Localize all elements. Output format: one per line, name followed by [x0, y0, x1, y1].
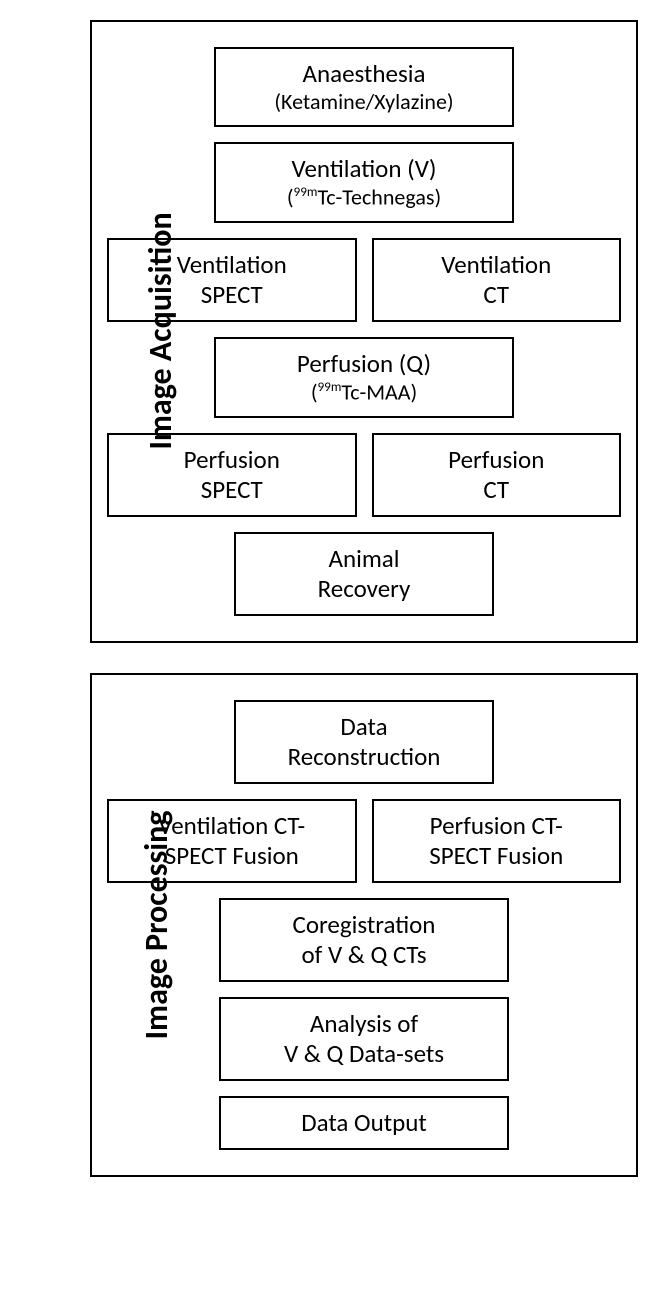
sub-post: Tc-MAA): [341, 378, 417, 405]
box-line: Coregistration: [229, 910, 499, 940]
box-title: Ventilation (V): [224, 154, 504, 184]
perfusion-ct-box: Perfusion CT: [372, 433, 622, 517]
row: Analysis of V & Q Data-sets: [107, 997, 621, 1081]
sub-pre: (: [287, 184, 294, 211]
processing-label: Image Processing: [137, 810, 176, 1039]
box-line: CT: [382, 280, 612, 310]
acquisition-section: Image Acquisition Anaesthesia (Ketamine/…: [90, 20, 638, 643]
box-line: SPECT: [117, 475, 347, 505]
recovery-box: Animal Recovery: [234, 532, 494, 616]
row: Perfusion SPECT Perfusion CT: [107, 433, 621, 517]
box-line: SPECT Fusion: [382, 841, 612, 871]
acquisition-label: Image Acquisition: [141, 213, 180, 450]
row: Data Reconstruction: [107, 700, 621, 784]
box-title: Perfusion (Q): [224, 349, 504, 379]
sub-sup: 99m: [317, 378, 341, 395]
ventilation-box: Ventilation (V) (99mTc-Technegas): [214, 142, 514, 223]
reconstruction-box: Data Reconstruction: [234, 700, 494, 784]
box-line: Data Output: [229, 1108, 499, 1138]
sub-post: Tc-Technegas): [317, 184, 441, 211]
box-line: Perfusion CT-: [382, 811, 612, 841]
box-line: Ventilation: [382, 250, 612, 280]
sub-sup: 99m: [294, 183, 318, 200]
box-subtitle: (99mTc-MAA): [224, 379, 504, 406]
box-line: Analysis of: [229, 1009, 499, 1039]
output-box: Data Output: [219, 1096, 509, 1150]
box-line: Recovery: [244, 574, 484, 604]
box-subtitle: (Ketamine/Xylazine): [224, 89, 504, 115]
box-line: Data: [244, 712, 484, 742]
box-line: Perfusion: [382, 445, 612, 475]
anaesthesia-box: Anaesthesia (Ketamine/Xylazine): [214, 47, 514, 127]
ventilation-ct-box: Ventilation CT: [372, 238, 622, 322]
box-line: of V & Q CTs: [229, 940, 499, 970]
row: Perfusion (Q) (99mTc-MAA): [107, 337, 621, 418]
box-line: CT: [382, 475, 612, 505]
box-line: Reconstruction: [244, 742, 484, 772]
row: Data Output: [107, 1096, 621, 1150]
box-line: V & Q Data-sets: [229, 1039, 499, 1069]
row: Ventilation SPECT Ventilation CT: [107, 238, 621, 322]
row: Coregistration of V & Q CTs: [107, 898, 621, 982]
analysis-box: Analysis of V & Q Data-sets: [219, 997, 509, 1081]
row: Animal Recovery: [107, 532, 621, 616]
box-line: Animal: [244, 544, 484, 574]
perfusion-box: Perfusion (Q) (99mTc-MAA): [214, 337, 514, 418]
row: Ventilation CT- SPECT Fusion Perfusion C…: [107, 799, 621, 883]
box-title: Anaesthesia: [224, 59, 504, 89]
row: Anaesthesia (Ketamine/Xylazine): [107, 47, 621, 127]
processing-section: Image Processing Data Reconstruction Ven…: [90, 673, 638, 1177]
row: Ventilation (V) (99mTc-Technegas): [107, 142, 621, 223]
box-subtitle: (99mTc-Technegas): [224, 184, 504, 211]
perfusion-fusion-box: Perfusion CT- SPECT Fusion: [372, 799, 622, 883]
coregistration-box: Coregistration of V & Q CTs: [219, 898, 509, 982]
